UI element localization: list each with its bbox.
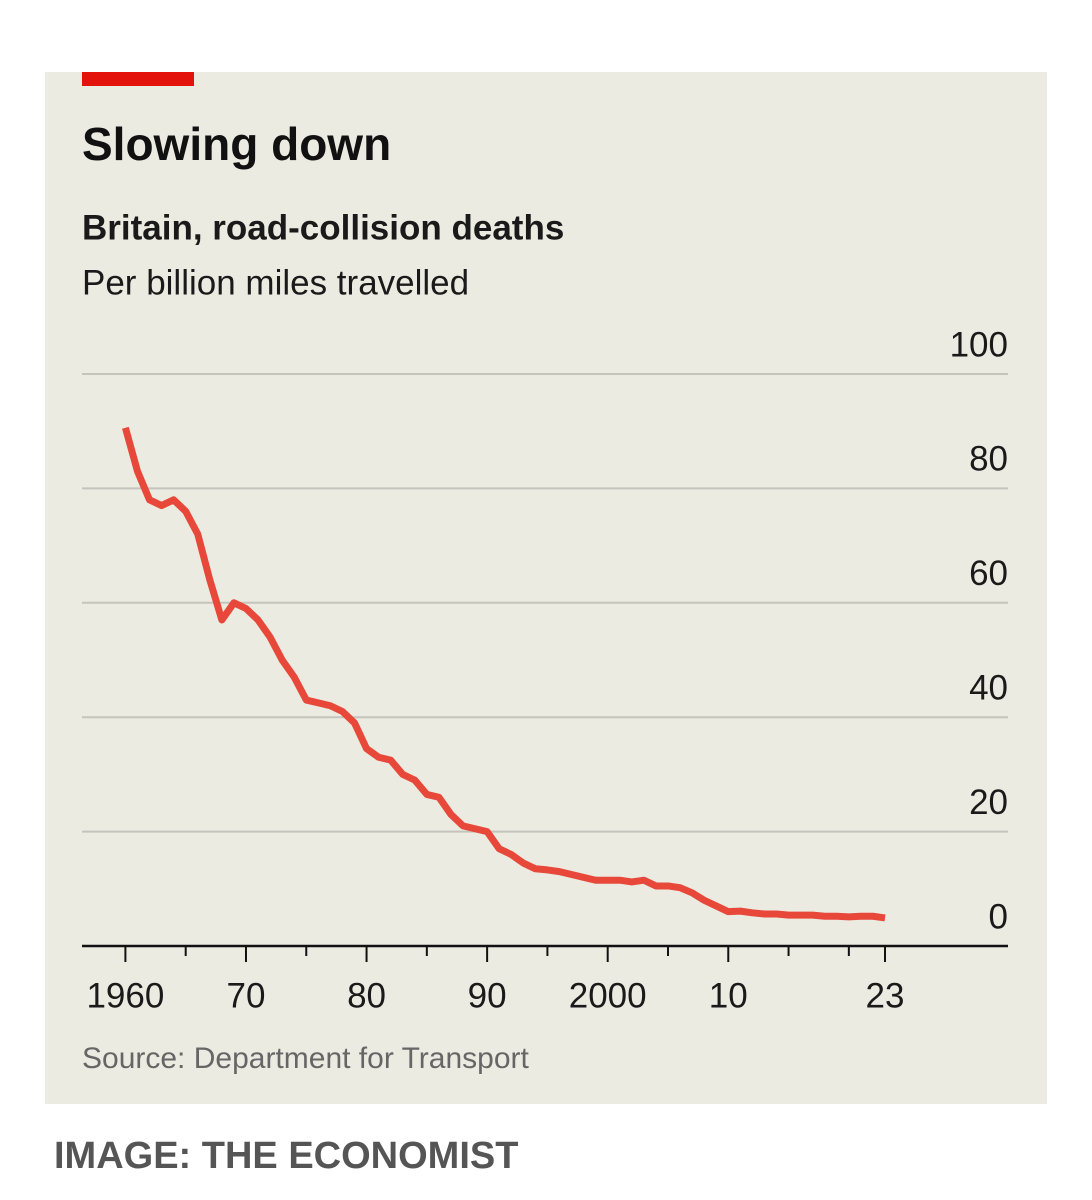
y-tick-label: 60 bbox=[969, 554, 1008, 593]
x-tick-label: 70 bbox=[227, 976, 266, 1015]
x-tick-label: 2000 bbox=[569, 976, 647, 1015]
red-tag bbox=[82, 72, 194, 86]
x-tick-label: 90 bbox=[468, 976, 507, 1015]
y-tick-label: 40 bbox=[969, 668, 1008, 707]
y-tick-label: 20 bbox=[969, 783, 1008, 822]
y-tick-label: 80 bbox=[969, 440, 1008, 479]
image-credit: IMAGE: THE ECONOMIST bbox=[54, 1135, 518, 1177]
chart-title: Slowing down bbox=[82, 118, 391, 170]
x-tick-label: 80 bbox=[347, 976, 386, 1015]
x-tick-label: 23 bbox=[866, 976, 905, 1015]
y-tick-label: 100 bbox=[950, 325, 1008, 364]
y-axis-label: Per billion miles travelled bbox=[82, 263, 469, 302]
x-tick-label: 1960 bbox=[86, 976, 164, 1015]
source: Source: Department for Transport bbox=[82, 1042, 530, 1075]
chart-subtitle: Britain, road-collision deaths bbox=[82, 208, 564, 247]
y-tick-label: 0 bbox=[989, 897, 1008, 936]
data-line bbox=[122, 426, 886, 922]
x-tick-label: 10 bbox=[709, 976, 748, 1015]
